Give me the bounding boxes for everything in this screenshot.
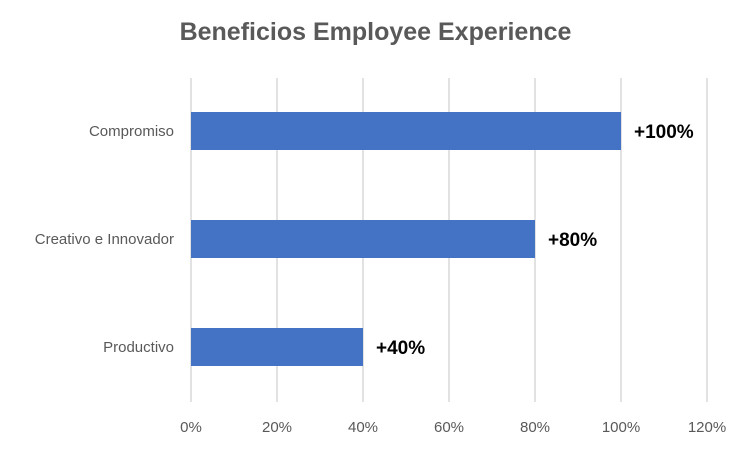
y-category-label: Creativo e Innovador xyxy=(35,231,174,248)
x-tick-label: 60% xyxy=(434,419,464,436)
x-tick-label: 120% xyxy=(688,419,726,436)
bar-data-label: +40% xyxy=(376,338,425,359)
x-tick-label: 20% xyxy=(262,419,292,436)
bar xyxy=(191,328,363,366)
x-tick-label: 40% xyxy=(348,419,378,436)
x-tick-label: 100% xyxy=(602,419,640,436)
bar-data-label: +80% xyxy=(548,230,597,251)
bar-data-label: +100% xyxy=(634,122,694,143)
bar xyxy=(191,220,535,258)
x-tick-label: 80% xyxy=(520,419,550,436)
chart-title: Beneficios Employee Experience xyxy=(179,18,572,46)
y-category-label: Productivo xyxy=(103,339,174,356)
y-category-label: Compromiso xyxy=(89,123,174,140)
bar xyxy=(191,112,621,150)
x-tick-label: 0% xyxy=(180,419,202,436)
